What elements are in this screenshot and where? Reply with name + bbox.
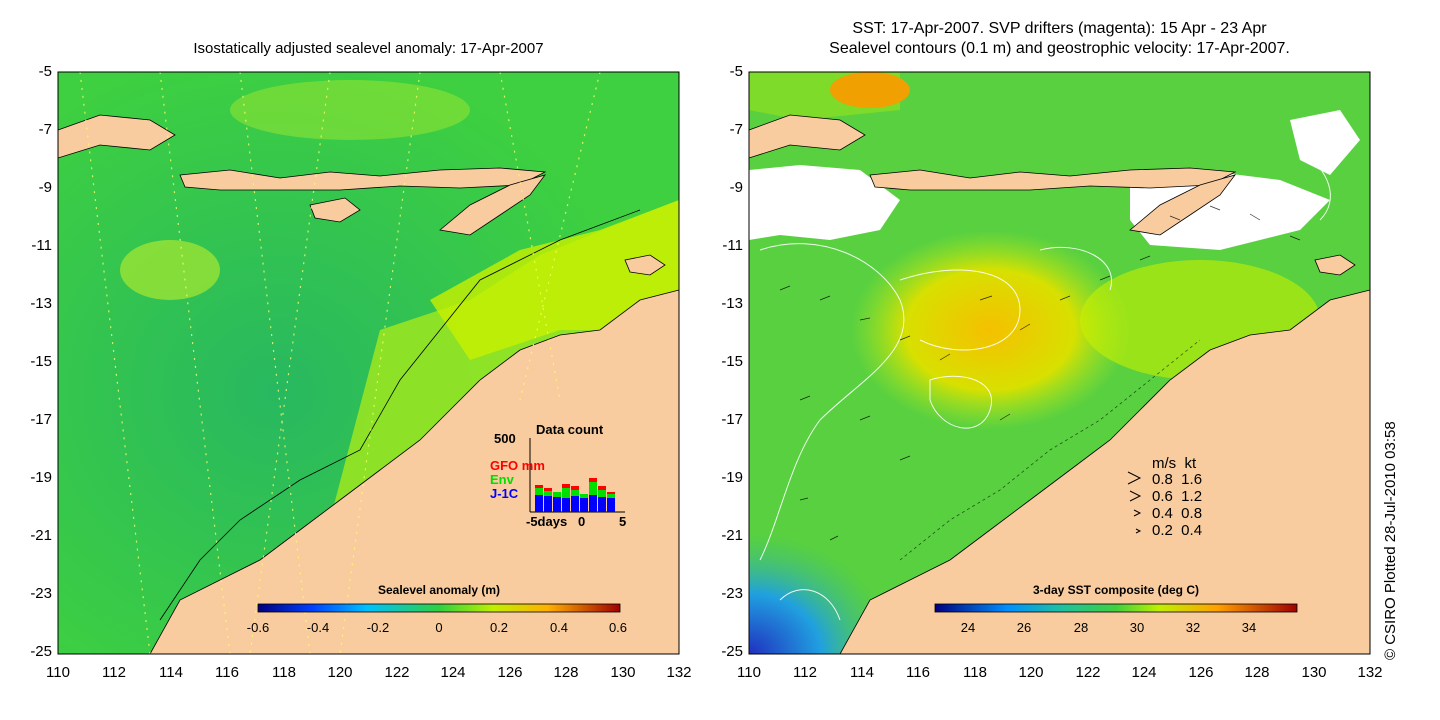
- left-y-tick: -15: [30, 353, 52, 370]
- right-y-tick: -25: [721, 643, 743, 660]
- data-count-x-label: 5: [619, 514, 627, 529]
- data-count-ymax: 500: [494, 431, 516, 446]
- sla-colorbar-tick: -0.4: [306, 620, 330, 635]
- right-y-tick: -21: [721, 527, 743, 544]
- left-x-tick: 122: [384, 664, 410, 681]
- right-x-tick: 128: [1244, 664, 1270, 681]
- left-y-tick: -19: [30, 469, 52, 486]
- velocity-legend-row: 0.4 0.8: [1152, 505, 1203, 522]
- sst-colorbar-title: 3-day SST composite (deg C): [1032, 583, 1200, 597]
- left-x-tick: 126: [497, 664, 523, 681]
- right-y-tick: -11: [722, 237, 743, 254]
- left-x-tick: 116: [215, 664, 239, 681]
- data-count-x-label: 0: [578, 514, 586, 529]
- right-x-tick: 126: [1188, 664, 1214, 681]
- left-map: [57, 71, 680, 655]
- sst-colorbar-tick: 32: [1185, 620, 1201, 635]
- right-map-title-line1: SST: 17-Apr-2007. SVP drifters (magenta)…: [852, 20, 1267, 37]
- series-label-env: Env: [490, 472, 514, 487]
- velocity-arrows: [779, 205, 1301, 541]
- left-x-tick: 114: [159, 664, 183, 681]
- velocity-legend-arrows: [1127, 471, 1142, 534]
- data-count-histogram: [529, 438, 625, 513]
- right-y-tick: -19: [721, 469, 743, 486]
- left-x-tick: 130: [610, 664, 636, 681]
- velocity-legend-row: 0.8 1.6: [1152, 471, 1203, 488]
- right-x-tick: 132: [1357, 664, 1383, 681]
- sla-colorbar-tick: -0.2: [366, 620, 390, 635]
- data-count-x-label: -5days: [526, 514, 568, 529]
- right-y-tick: -13: [721, 295, 743, 312]
- right-y-tick: -7: [729, 121, 743, 138]
- left-x-tick: 132: [666, 664, 692, 681]
- right-map: [748, 71, 1371, 655]
- sst-colorbar-tick: 26: [1016, 620, 1032, 635]
- left-x-tick: 120: [327, 664, 353, 681]
- right-y-tick: -23: [721, 585, 743, 602]
- right-x-tick: 114: [850, 664, 874, 681]
- velocity-legend-header: m/s kt: [1152, 455, 1197, 472]
- left-y-tick: -11: [31, 237, 52, 254]
- velocity-legend-row: 0.2 0.4: [1152, 522, 1203, 539]
- left-y-tick: -5: [38, 63, 52, 80]
- left-y-tick: -7: [38, 121, 52, 138]
- copyright-note: © CSIRO Plotted 28-Jul-2010 03:58: [1382, 421, 1399, 660]
- timor-island-left: [439, 174, 547, 236]
- right-y-tick: -17: [721, 411, 743, 428]
- right-x-tick: 110: [737, 664, 761, 681]
- right-x-tick: 118: [963, 664, 987, 681]
- sst-colorbar: [934, 603, 1298, 613]
- sst-colorbar-tick: 34: [1241, 620, 1257, 635]
- sla-colorbar: [257, 603, 621, 613]
- series-label-j1c: J-1C: [490, 486, 519, 501]
- series-label-gfo: GFO mm: [490, 458, 545, 473]
- right-x-tick: 122: [1075, 664, 1101, 681]
- right-x-tick: 124: [1131, 664, 1157, 681]
- left-x-tick: 128: [553, 664, 579, 681]
- sla-colorbar-tick: 0: [435, 620, 443, 635]
- sst-colorbar-tick: 28: [1073, 620, 1089, 635]
- sla-colorbar-tick: 0.2: [489, 620, 509, 635]
- velocity-legend-row: 0.6 1.2: [1152, 488, 1203, 505]
- australia-land-right: [839, 289, 1371, 655]
- left-x-tick: 112: [102, 664, 126, 681]
- right-x-tick: 112: [793, 664, 817, 681]
- java-island-left: [57, 114, 176, 159]
- timor-island-right: [1129, 174, 1237, 236]
- right-map-title-line2: Sealevel contours (0.1 m) and geostrophi…: [829, 40, 1290, 57]
- sla-colorbar-tick: 0.4: [549, 620, 569, 635]
- left-x-tick: 124: [440, 664, 466, 681]
- sla-colorbar-title: Sealevel anomaly (m): [377, 583, 501, 597]
- left-y-tick: -21: [30, 527, 52, 544]
- sla-colorbar-tick: -0.6: [246, 620, 270, 635]
- left-x-tick: 110: [46, 664, 70, 681]
- left-y-tick: -13: [30, 295, 52, 312]
- left-y-tick: -25: [30, 643, 52, 660]
- right-y-tick: -15: [721, 353, 743, 370]
- left-y-tick: -9: [38, 179, 52, 196]
- left-y-tick: -17: [30, 411, 52, 428]
- data-count-title: Data count: [536, 422, 604, 437]
- sla-colorbar-tick: 0.6: [608, 620, 628, 635]
- left-map-title: Isostatically adjusted sealevel anomaly:…: [193, 40, 544, 57]
- right-y-tick: -5: [729, 63, 743, 80]
- left-x-tick: 118: [272, 664, 296, 681]
- sst-colorbar-tick: 24: [960, 620, 976, 635]
- right-y-tick: -9: [729, 179, 743, 196]
- left-y-tick: -23: [30, 585, 52, 602]
- right-x-tick: 120: [1018, 664, 1044, 681]
- australia-land-left: [149, 289, 680, 655]
- right-x-tick: 130: [1301, 664, 1327, 681]
- right-x-tick: 116: [906, 664, 930, 681]
- sst-colorbar-tick: 30: [1129, 620, 1145, 635]
